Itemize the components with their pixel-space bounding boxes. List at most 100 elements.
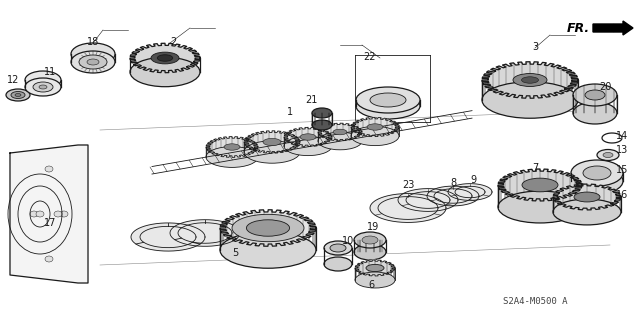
- Ellipse shape: [573, 102, 617, 124]
- Polygon shape: [553, 184, 621, 210]
- Polygon shape: [398, 189, 458, 211]
- Ellipse shape: [573, 84, 617, 106]
- Ellipse shape: [355, 272, 395, 288]
- Ellipse shape: [15, 93, 21, 97]
- Ellipse shape: [571, 168, 623, 194]
- Ellipse shape: [79, 55, 107, 69]
- Text: 8: 8: [450, 178, 456, 188]
- Polygon shape: [10, 145, 88, 283]
- Ellipse shape: [354, 232, 386, 248]
- Ellipse shape: [60, 211, 68, 217]
- Ellipse shape: [330, 244, 346, 252]
- Ellipse shape: [370, 93, 406, 107]
- Ellipse shape: [367, 124, 383, 130]
- Polygon shape: [498, 169, 582, 201]
- Ellipse shape: [318, 132, 362, 150]
- Ellipse shape: [603, 152, 613, 158]
- Ellipse shape: [583, 166, 611, 180]
- Text: 18: 18: [87, 37, 99, 47]
- Text: FR.: FR.: [567, 21, 590, 34]
- Ellipse shape: [54, 211, 62, 217]
- Text: 14: 14: [616, 131, 628, 141]
- FancyArrow shape: [593, 21, 633, 35]
- Text: 7: 7: [532, 163, 538, 173]
- Text: S2A4-M0500 A: S2A4-M0500 A: [503, 298, 567, 307]
- Ellipse shape: [312, 120, 332, 130]
- Polygon shape: [131, 223, 205, 251]
- Ellipse shape: [522, 178, 558, 192]
- Ellipse shape: [362, 236, 378, 244]
- Text: 16: 16: [616, 190, 628, 200]
- Polygon shape: [284, 127, 332, 147]
- Ellipse shape: [244, 141, 300, 163]
- Ellipse shape: [522, 77, 538, 83]
- Ellipse shape: [356, 87, 420, 113]
- Ellipse shape: [45, 166, 53, 172]
- Ellipse shape: [263, 138, 281, 145]
- Ellipse shape: [571, 160, 623, 186]
- Polygon shape: [170, 220, 240, 246]
- Ellipse shape: [553, 199, 621, 225]
- Text: 19: 19: [367, 222, 379, 232]
- Ellipse shape: [366, 264, 384, 271]
- Text: 3: 3: [532, 42, 538, 52]
- Polygon shape: [244, 131, 300, 153]
- Ellipse shape: [312, 108, 332, 118]
- Ellipse shape: [232, 214, 304, 242]
- Text: 17: 17: [44, 218, 56, 228]
- Ellipse shape: [284, 137, 332, 156]
- Text: 20: 20: [599, 82, 611, 92]
- Polygon shape: [427, 186, 479, 206]
- Ellipse shape: [246, 220, 290, 236]
- Ellipse shape: [513, 74, 547, 86]
- Ellipse shape: [25, 78, 61, 96]
- Ellipse shape: [206, 147, 258, 167]
- Ellipse shape: [574, 192, 600, 202]
- Ellipse shape: [30, 211, 38, 217]
- Ellipse shape: [71, 43, 115, 65]
- Ellipse shape: [300, 134, 316, 140]
- Ellipse shape: [224, 144, 240, 150]
- Ellipse shape: [45, 256, 53, 262]
- Ellipse shape: [11, 92, 25, 99]
- Ellipse shape: [351, 126, 399, 145]
- Text: 11: 11: [44, 67, 56, 77]
- Ellipse shape: [39, 85, 47, 89]
- Ellipse shape: [324, 241, 352, 255]
- Text: 9: 9: [470, 175, 476, 185]
- Text: 12: 12: [7, 75, 19, 85]
- Ellipse shape: [597, 150, 619, 160]
- Polygon shape: [318, 123, 362, 141]
- Ellipse shape: [71, 51, 115, 73]
- Ellipse shape: [130, 57, 200, 87]
- Ellipse shape: [585, 90, 605, 100]
- Text: 23: 23: [402, 180, 414, 190]
- Text: 5: 5: [232, 248, 238, 258]
- Ellipse shape: [498, 191, 582, 223]
- Text: 1: 1: [287, 107, 293, 117]
- Ellipse shape: [25, 71, 61, 89]
- Ellipse shape: [151, 52, 179, 64]
- Ellipse shape: [87, 59, 99, 65]
- Text: 10: 10: [342, 236, 354, 246]
- Ellipse shape: [36, 211, 44, 217]
- Ellipse shape: [482, 82, 578, 118]
- Ellipse shape: [324, 257, 352, 271]
- Polygon shape: [130, 43, 200, 73]
- Ellipse shape: [33, 82, 53, 92]
- Ellipse shape: [6, 89, 30, 101]
- Text: 13: 13: [616, 145, 628, 155]
- Polygon shape: [220, 210, 316, 246]
- Text: 22: 22: [363, 52, 375, 62]
- Ellipse shape: [354, 244, 386, 260]
- Ellipse shape: [356, 93, 420, 119]
- Polygon shape: [206, 137, 258, 157]
- Ellipse shape: [220, 232, 316, 268]
- Text: 15: 15: [616, 165, 628, 175]
- Polygon shape: [370, 194, 446, 222]
- Ellipse shape: [157, 55, 173, 61]
- Text: 21: 21: [305, 95, 317, 105]
- Polygon shape: [482, 62, 578, 98]
- Polygon shape: [355, 260, 395, 276]
- Polygon shape: [351, 117, 399, 137]
